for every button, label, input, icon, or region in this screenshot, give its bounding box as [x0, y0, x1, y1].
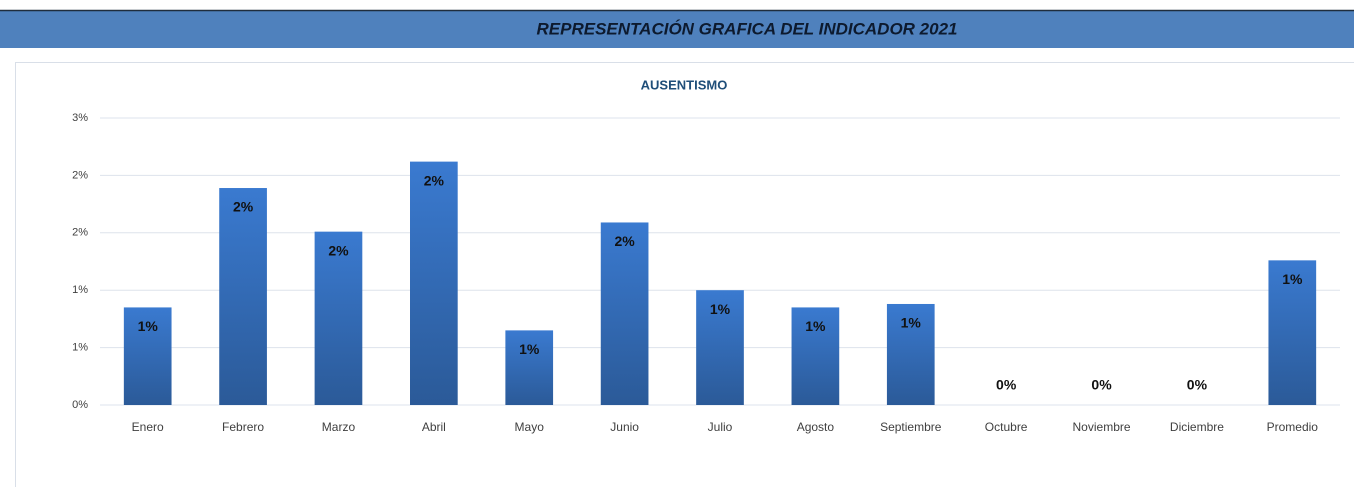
- value-label: 1%: [519, 341, 540, 357]
- value-label: 2%: [614, 233, 635, 249]
- x-tick-label: Marzo: [322, 420, 356, 434]
- value-label: 0%: [1091, 377, 1112, 393]
- value-label: 1%: [901, 315, 922, 331]
- value-label: 0%: [996, 377, 1017, 393]
- bar: [1268, 260, 1317, 405]
- value-label: 0%: [1187, 377, 1208, 393]
- x-tick-label: Promedio: [1267, 420, 1319, 434]
- y-tick-label: 1%: [72, 284, 88, 296]
- value-label: 2%: [424, 172, 445, 188]
- value-label: 1%: [805, 318, 826, 334]
- x-tick-label: Diciembre: [1170, 420, 1224, 434]
- x-tick-label: Febrero: [222, 420, 264, 434]
- bar: [791, 307, 840, 405]
- value-label: 1%: [710, 301, 731, 317]
- bar: [505, 330, 554, 405]
- chart-area: [15, 62, 1354, 487]
- header-bar: [0, 10, 1354, 48]
- value-label: 2%: [328, 242, 349, 258]
- header-title: REPRESENTACIÓN GRAFICA DEL INDICADOR 202…: [537, 19, 958, 38]
- x-tick-label: Abril: [422, 420, 446, 434]
- y-tick-label: 3%: [72, 112, 88, 124]
- bar: [314, 231, 363, 405]
- bar: [410, 161, 458, 405]
- bar: [123, 307, 172, 405]
- bar: [600, 222, 649, 405]
- x-tick-label: Enero: [132, 420, 164, 434]
- x-tick-label: Julio: [708, 420, 733, 434]
- x-tick-label: Noviembre: [1073, 420, 1131, 434]
- y-tick-label: 0%: [72, 399, 88, 411]
- x-tick-label: Agosto: [797, 420, 835, 434]
- x-tick-label: Septiembre: [880, 420, 942, 434]
- y-tick-label: 2%: [72, 169, 88, 181]
- x-tick-label: Octubre: [985, 420, 1028, 434]
- value-label: 1%: [138, 318, 159, 334]
- y-tick-label: 1%: [72, 342, 88, 354]
- chart-title: AUSENTISMO: [641, 77, 728, 92]
- x-tick-label: Mayo: [515, 420, 545, 434]
- value-label: 1%: [1282, 271, 1303, 287]
- y-tick-label: 2%: [72, 227, 88, 239]
- bar: [696, 290, 744, 405]
- bar: [219, 188, 267, 405]
- x-tick-label: Junio: [610, 420, 639, 434]
- bar: [886, 303, 935, 405]
- value-label: 2%: [233, 199, 254, 215]
